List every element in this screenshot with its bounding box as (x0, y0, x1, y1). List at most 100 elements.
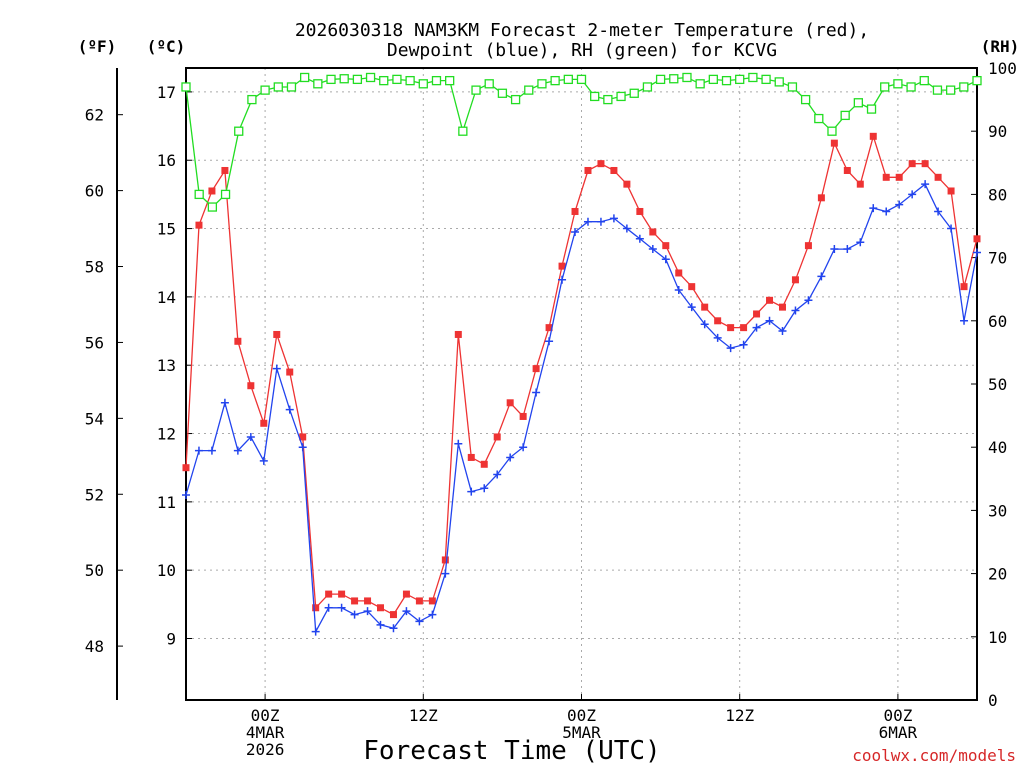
rh-point (445, 75, 455, 86)
rh-point (497, 88, 508, 98)
rh-point (695, 79, 705, 89)
rh-tick-label: 80 (988, 185, 1007, 204)
rh-point (840, 110, 850, 121)
temperature-point (221, 166, 229, 174)
temperature-point (493, 433, 501, 441)
rh-point (682, 72, 692, 83)
rh-point (484, 79, 494, 89)
temperature-point (389, 611, 397, 619)
temperature-point (895, 173, 903, 181)
temperature-point (921, 160, 929, 168)
grid-lines (186, 68, 977, 700)
temperature-point (558, 262, 566, 270)
dewpoint-point (337, 603, 346, 612)
fahrenheit-tick-label: 52 (85, 485, 104, 504)
temperature-point (519, 412, 527, 420)
temperature-point (753, 310, 761, 318)
temperature-point (299, 433, 307, 441)
temperature-point (506, 399, 514, 407)
dewpoint-point (726, 344, 735, 353)
dewpoint-point (233, 446, 242, 455)
temperature-point (714, 317, 722, 325)
temperature-point (571, 207, 579, 215)
temperature-point (584, 166, 592, 174)
dewpoint-point (389, 624, 398, 633)
celsius-axis-unit: (ºC) (147, 37, 186, 56)
dewpoint-point (661, 255, 670, 264)
temperature-point (480, 460, 488, 468)
x-tick-label: 2026 (246, 740, 285, 759)
rh-point (339, 74, 349, 84)
rh-tick-label: 40 (988, 438, 1007, 457)
fahrenheit-tick-label: 60 (85, 182, 104, 201)
plot-frame (185, 67, 978, 701)
rh-point (866, 104, 877, 114)
dewpoint-point (311, 627, 320, 636)
celsius-tick-label: 12 (157, 425, 176, 444)
celsius-tick-label: 14 (157, 288, 176, 307)
rh-point (893, 79, 903, 89)
dewpoint-point (480, 484, 489, 493)
temperature-point (817, 194, 825, 202)
temperature-point (804, 242, 812, 250)
rh-point (431, 75, 442, 86)
temperature-point (402, 590, 410, 598)
dewpoint-point (272, 364, 281, 373)
rh-point (590, 91, 600, 102)
rh-point (945, 85, 956, 95)
temperature-point (869, 132, 877, 140)
rh-point (669, 74, 679, 84)
rh-point (207, 202, 218, 212)
x-tick-label: 12Z (409, 706, 438, 725)
x-tick-label: 00Z (883, 706, 912, 725)
dewpoint-point (635, 234, 644, 243)
rh-point (576, 74, 587, 85)
temperature-point (195, 221, 203, 229)
rh-point (774, 77, 784, 87)
dewpoint-point (895, 200, 904, 209)
x-tick-label: 6MAR (879, 723, 918, 742)
rh-point (537, 79, 547, 89)
rh-tick-label: 60 (988, 312, 1007, 331)
fahrenheit-tick-label: 62 (85, 106, 104, 125)
temperature-point (325, 590, 333, 598)
rh-point (510, 94, 521, 105)
rh-point (194, 189, 204, 200)
x-tick-label: 5MAR (562, 723, 601, 742)
dewpoint-point (454, 439, 463, 448)
celsius-tick-label: 15 (157, 220, 176, 239)
dewpoint-point (830, 245, 839, 254)
dewpoint-point (194, 446, 203, 455)
rh-point (972, 75, 982, 86)
fahrenheit-tick-label: 56 (85, 333, 104, 352)
fahrenheit-tick-label: 54 (85, 409, 104, 428)
dewpoint-point (402, 607, 411, 616)
rh-point (827, 126, 837, 136)
temperature-point (441, 556, 449, 564)
rh-tick-label: 0 (988, 691, 998, 710)
rh-point (655, 74, 666, 85)
chart-title-line-1: 2026030318 NAM3KM Forecast 2-meter Tempe… (295, 20, 869, 41)
dewpoint-point (558, 275, 567, 284)
temperature-point (662, 242, 670, 250)
dewpoint-point (441, 569, 450, 578)
fahrenheit-tick-label: 48 (85, 637, 104, 656)
dewpoint-point (947, 224, 956, 233)
dewpoint-point (259, 456, 268, 465)
temperature-point (247, 382, 255, 390)
temperature-point (610, 166, 618, 174)
dewpoint-point (778, 327, 787, 336)
dewpoint-point (493, 470, 502, 479)
rh-tick-label: 70 (988, 249, 1007, 268)
rh-point (814, 113, 824, 124)
x-tick-label: 4MAR (246, 723, 285, 742)
dewpoint-point (207, 446, 216, 455)
rh-point (286, 82, 297, 92)
rh-tick-label: 30 (988, 501, 1007, 520)
dewpoint-point (415, 617, 424, 626)
temperature-point (312, 604, 320, 612)
dewpoint-point (843, 245, 852, 254)
temperature-point (623, 180, 631, 188)
x-tick-label: 00Z (567, 706, 596, 725)
celsius-tick-label: 9 (166, 630, 176, 649)
